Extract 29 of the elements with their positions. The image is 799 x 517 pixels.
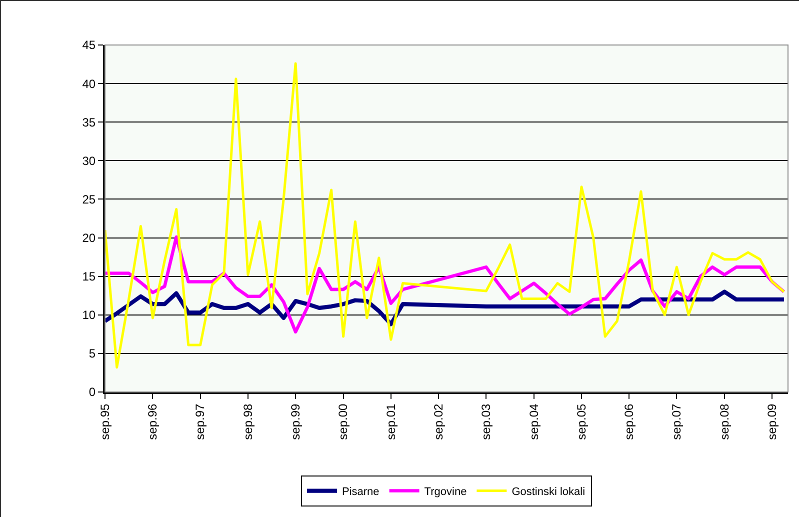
x-tick-label: sep.00 — [336, 403, 350, 440]
x-tick-label: sep.06 — [622, 403, 636, 440]
x-tick-label: sep.02 — [431, 403, 446, 440]
y-tick-label: 20 — [82, 230, 96, 245]
x-tick-label: sep.03 — [479, 403, 494, 440]
x-tick-label: sep.07 — [670, 403, 684, 440]
legend-label: Gostinski lokali — [512, 486, 586, 498]
x-tick-label: sep.05 — [574, 403, 588, 440]
x-tick-label: sep.95 — [98, 403, 112, 440]
x-tick-label: sep.09 — [764, 403, 779, 440]
legend-label: Pisarne — [342, 486, 380, 498]
line-series — [105, 62, 786, 369]
y-tick-label: 35 — [82, 115, 96, 130]
y-tick-label: 40 — [82, 76, 96, 91]
x-tick-label: sep.04 — [526, 403, 541, 440]
y-tick-label: 15 — [82, 270, 96, 284]
y-tick-label: 30 — [82, 154, 96, 168]
x-tick-label: sep.98 — [240, 403, 255, 440]
y-tick-label: 45 — [82, 38, 96, 52]
x-tick-label: sep.96 — [146, 403, 160, 440]
y-tick-label: 25 — [82, 192, 96, 206]
y-tick-label: 5 — [88, 346, 96, 361]
y-tick-label: 10 — [82, 308, 96, 322]
x-tick-label: sep.97 — [193, 403, 208, 440]
y-tick-label: 0 — [88, 385, 96, 400]
legend-label: Trgovine — [424, 486, 467, 498]
x-tick-label: sep.99 — [288, 403, 302, 440]
x-tick-label: sep.01 — [384, 403, 398, 440]
x-tick-label: sep.08 — [717, 403, 732, 440]
